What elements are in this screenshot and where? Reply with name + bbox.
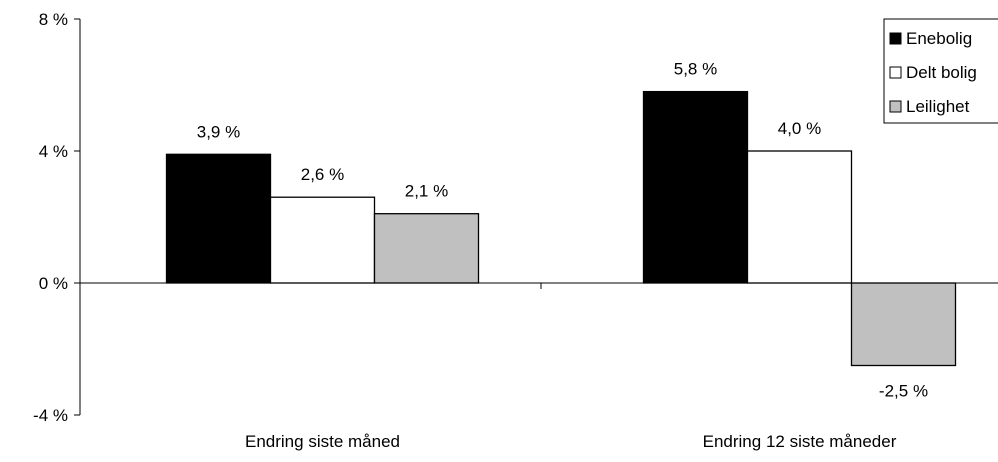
data-label: 2,1 % xyxy=(405,182,448,201)
legend-label: Leilighet xyxy=(906,97,970,116)
x-category-label: Endring siste måned xyxy=(245,432,400,451)
x-category-label: Endring 12 siste måneder xyxy=(703,432,897,451)
bar-enebolig xyxy=(165,153,272,284)
y-tick-label: 4 % xyxy=(39,142,68,161)
bar-leilighet xyxy=(373,213,480,284)
bar-delt-bolig xyxy=(746,150,853,284)
legend-swatch xyxy=(889,100,902,113)
data-label: 4,0 % xyxy=(778,119,821,138)
bar-enebolig xyxy=(642,90,749,284)
data-label: 5,8 % xyxy=(674,60,717,79)
data-label: 2,6 % xyxy=(301,165,344,184)
y-tick-label: 0 % xyxy=(39,274,68,293)
bar-leilighet xyxy=(850,282,957,367)
legend-label: Delt bolig xyxy=(906,63,977,82)
legend-box xyxy=(883,18,998,124)
data-label: -2,5 % xyxy=(879,382,928,401)
data-label: 3,9 % xyxy=(197,122,240,141)
legend-label: Enebolig xyxy=(906,29,972,48)
legend-swatch xyxy=(889,32,902,45)
legend-swatch xyxy=(889,66,902,79)
y-tick-label: 8 % xyxy=(39,10,68,29)
bar-delt-bolig xyxy=(269,196,376,284)
y-tick-label: -4 % xyxy=(33,406,68,425)
